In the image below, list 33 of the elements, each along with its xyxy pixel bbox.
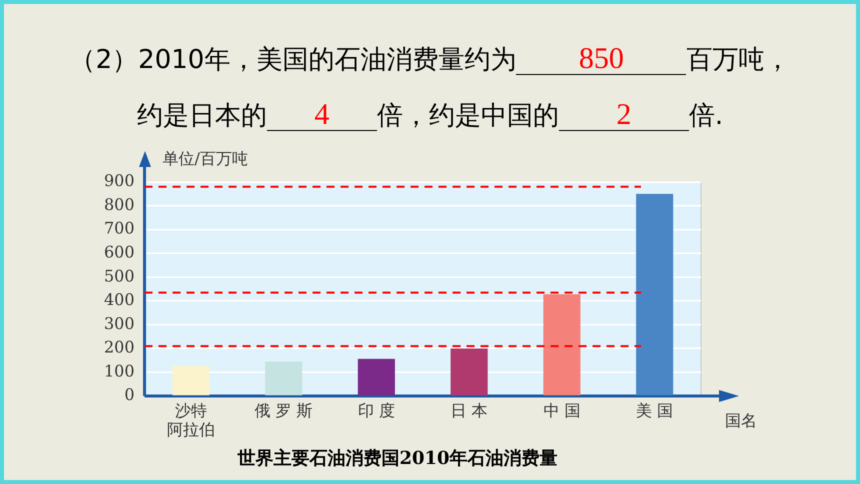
bar <box>450 348 488 396</box>
y-tick-label: 300 <box>104 314 135 333</box>
bar <box>172 366 210 396</box>
text: （2）2010年，美国的石油消费量约为 <box>70 45 516 75</box>
text: 4 <box>266 98 377 131</box>
x-axis-title: 国名 <box>725 411 757 430</box>
text: 倍，约是中国的 <box>376 101 559 131</box>
x-tick-label: 美 国 <box>636 400 674 420</box>
bar <box>358 358 395 396</box>
bar <box>636 194 674 396</box>
x-tick-label: 印 度 <box>358 400 395 420</box>
bar <box>265 362 302 396</box>
y-axis-title: 单位/百万吨 <box>162 149 248 168</box>
y-tick-label: 700 <box>104 218 135 238</box>
x-tick-label: 俄 罗 斯 <box>254 400 313 420</box>
y-tick-label: 100 <box>104 361 135 380</box>
y-tick-label: 0 <box>124 385 135 404</box>
y-tick-label: 600 <box>104 242 135 262</box>
text: 倍. <box>688 101 724 131</box>
y-tick-label: 500 <box>104 266 135 286</box>
x-tick-label: 沙特阿拉伯 <box>166 400 215 439</box>
y-tick-label: 800 <box>104 194 135 214</box>
x-tick-label: 中 国 <box>543 400 580 420</box>
text: 850 <box>516 42 686 75</box>
y-tick-label: 200 <box>104 338 135 357</box>
y-tick-label: 400 <box>104 290 135 310</box>
bar <box>543 294 580 396</box>
x-tick-label: 日 本 <box>450 400 488 420</box>
y-tick-label: 900 <box>104 171 135 190</box>
text: 2 <box>558 98 689 131</box>
text: 百万吨， <box>686 45 790 75</box>
text: 约是日本的 <box>136 101 267 131</box>
text: 世界主要石油消费国2010年石油消费量 <box>236 448 558 469</box>
